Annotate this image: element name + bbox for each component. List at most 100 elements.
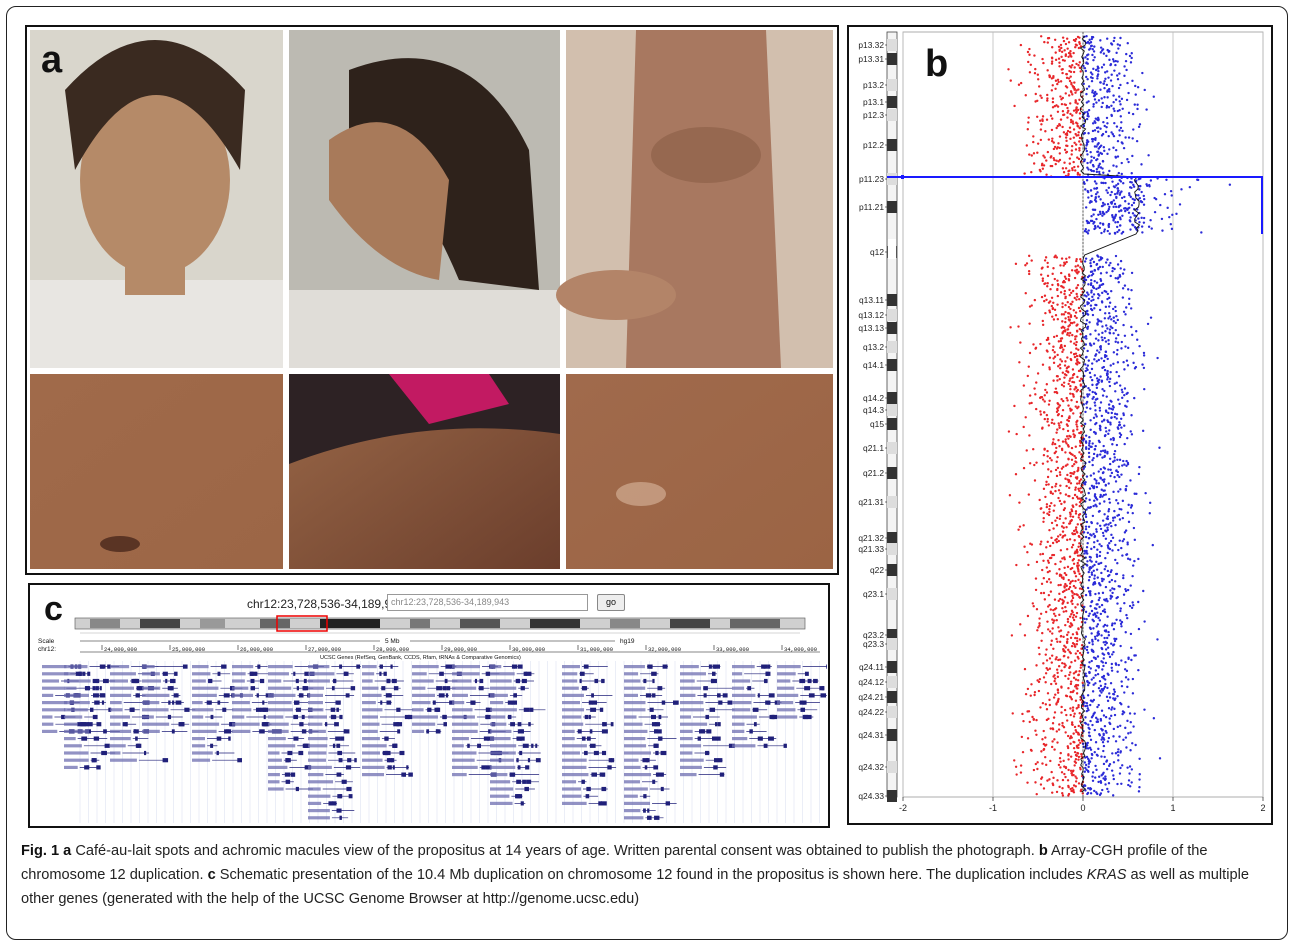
- data-point: [1108, 501, 1112, 504]
- duplication-marker: [901, 175, 904, 179]
- data-point: [1096, 539, 1099, 543]
- data-point: [1068, 288, 1071, 292]
- data-point: [1110, 666, 1113, 670]
- data-point: [1129, 307, 1133, 310]
- ideogram-band: [887, 629, 897, 641]
- data-point: [1123, 65, 1126, 68]
- data-point: [1110, 624, 1114, 627]
- data-point: [1036, 629, 1039, 632]
- data-point: [1102, 714, 1106, 717]
- data-point: [1106, 526, 1109, 529]
- data-point: [1062, 171, 1066, 174]
- data-point: [1036, 73, 1040, 76]
- data-point: [1103, 96, 1106, 99]
- data-point: [1102, 625, 1105, 628]
- data-point: [1082, 511, 1086, 514]
- data-point: [1109, 474, 1112, 478]
- gene-exon: [427, 707, 432, 712]
- data-point: [1100, 231, 1103, 235]
- data-point: [1110, 471, 1114, 475]
- data-point: [1097, 320, 1100, 323]
- data-point: [1069, 358, 1073, 362]
- ideogram-band: [887, 404, 897, 416]
- data-point: [1073, 659, 1077, 662]
- data-point: [1108, 429, 1111, 432]
- gene-label: [490, 751, 516, 755]
- data-point: [1108, 264, 1111, 267]
- data-point: [1094, 776, 1097, 779]
- position-input[interactable]: chr12:23,728,536-34,189,943: [387, 594, 588, 611]
- data-point: [1112, 60, 1116, 63]
- data-point: [1092, 472, 1095, 475]
- data-point: [1091, 140, 1094, 143]
- data-point: [1107, 523, 1110, 526]
- data-point: [1086, 645, 1089, 649]
- gene-exon: [442, 686, 447, 691]
- data-point: [1089, 264, 1093, 268]
- data-point: [1130, 271, 1134, 275]
- data-point: [1104, 305, 1108, 309]
- data-point: [1104, 537, 1108, 540]
- gene-exon: [657, 772, 663, 777]
- gene-exon: [764, 678, 768, 684]
- data-point: [1106, 202, 1110, 206]
- gene-exon: [302, 729, 307, 734]
- data-point: [1143, 197, 1146, 201]
- gene-label: [110, 722, 121, 726]
- data-point: [1077, 88, 1080, 91]
- gene-exon: [206, 700, 211, 705]
- gene-exon: [581, 736, 586, 741]
- data-point: [1086, 542, 1089, 545]
- data-point: [1087, 196, 1090, 199]
- data-point: [1078, 309, 1082, 313]
- gene-exon: [135, 678, 140, 684]
- data-point: [1059, 367, 1062, 370]
- data-point: [1116, 473, 1119, 477]
- data-point: [1090, 600, 1093, 604]
- data-point: [1069, 755, 1073, 758]
- photo-face-front: [30, 30, 283, 368]
- data-point: [1099, 612, 1103, 616]
- data-point: [1059, 80, 1063, 83]
- data-point: [1023, 634, 1027, 637]
- gene-exon: [586, 736, 591, 741]
- data-point: [1113, 475, 1116, 479]
- gene-exon: [535, 743, 538, 748]
- data-point: [1171, 213, 1174, 217]
- data-point: [1053, 451, 1056, 455]
- gene-exon: [129, 707, 135, 712]
- data-point: [1103, 449, 1107, 452]
- data-point: [1085, 179, 1089, 182]
- data-point: [1072, 353, 1076, 356]
- data-point: [1059, 271, 1063, 275]
- gene-exon: [584, 714, 589, 720]
- data-point: [1112, 146, 1115, 149]
- data-point: [1054, 87, 1057, 90]
- data-point: [1161, 229, 1164, 232]
- coord-label: 31,000,000: [580, 646, 613, 653]
- gene-exon: [216, 736, 222, 741]
- data-point: [1056, 110, 1060, 113]
- gene-exon: [101, 750, 107, 756]
- gene-label: [412, 729, 425, 733]
- data-point: [1117, 548, 1120, 552]
- gene-exon: [331, 714, 335, 720]
- gene-label: [562, 679, 578, 683]
- data-point: [1049, 608, 1053, 611]
- data-point: [1050, 459, 1053, 462]
- data-point: [1123, 195, 1126, 199]
- data-point: [1077, 739, 1081, 742]
- go-button[interactable]: go: [597, 594, 625, 611]
- data-point: [1116, 470, 1120, 474]
- data-point: [1060, 576, 1064, 579]
- data-point: [1055, 410, 1059, 414]
- data-point: [1055, 391, 1059, 395]
- data-point: [1140, 163, 1143, 166]
- data-point: [1095, 553, 1099, 556]
- data-point: [1098, 550, 1102, 554]
- data-point: [1101, 495, 1104, 498]
- data-point: [1124, 589, 1128, 593]
- data-point: [1078, 572, 1081, 576]
- data-point: [1027, 121, 1030, 124]
- gene-label: [232, 715, 245, 719]
